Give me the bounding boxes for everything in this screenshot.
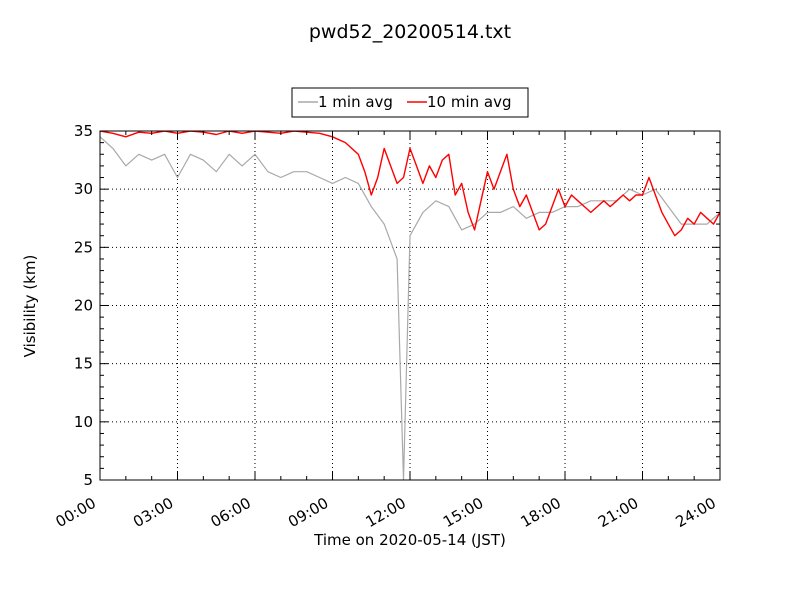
series-line-10min-avg <box>100 131 720 237</box>
y-tick-label: 5 <box>83 471 93 489</box>
x-tick-label: 03:00 <box>130 494 176 531</box>
x-tick-label: 12:00 <box>363 494 409 531</box>
x-tick-label: 09:00 <box>285 494 331 531</box>
x-tick-label: 24:00 <box>673 494 719 531</box>
y-tick-label: 15 <box>74 355 93 373</box>
x-tick-label: 15:00 <box>440 494 486 531</box>
y-tick-label: 25 <box>74 238 93 256</box>
y-tick-label: 20 <box>74 297 93 315</box>
legend-label-10min: 10 min avg <box>427 93 512 111</box>
x-axis-label: Time on 2020-05-14 (JST) <box>313 531 506 549</box>
chart-title: pwd52_20200514.txt <box>309 21 511 43</box>
y-tick-label: 10 <box>74 413 93 431</box>
y-tick-label: 30 <box>74 180 93 198</box>
y-axis-label: Visibility (km) <box>21 255 39 358</box>
axis-ticks: 00:00 03:00 06:00 09:00 12:00 15:00 18:00 21:00… <box>53 122 721 531</box>
legend-label-1min: 1 min avg <box>318 93 393 111</box>
grid-lines <box>100 131 720 480</box>
series-line-1min-avg <box>100 136 720 480</box>
x-tick-label: 21:00 <box>595 494 641 531</box>
y-tick-label: 35 <box>74 122 93 140</box>
legend: 1 min avg 10 min avg <box>291 87 529 118</box>
x-tick-label: 18:00 <box>518 494 564 531</box>
series-layer <box>100 131 720 480</box>
x-tick-label: 00:00 <box>53 494 99 531</box>
x-tick-label: 06:00 <box>208 494 254 531</box>
